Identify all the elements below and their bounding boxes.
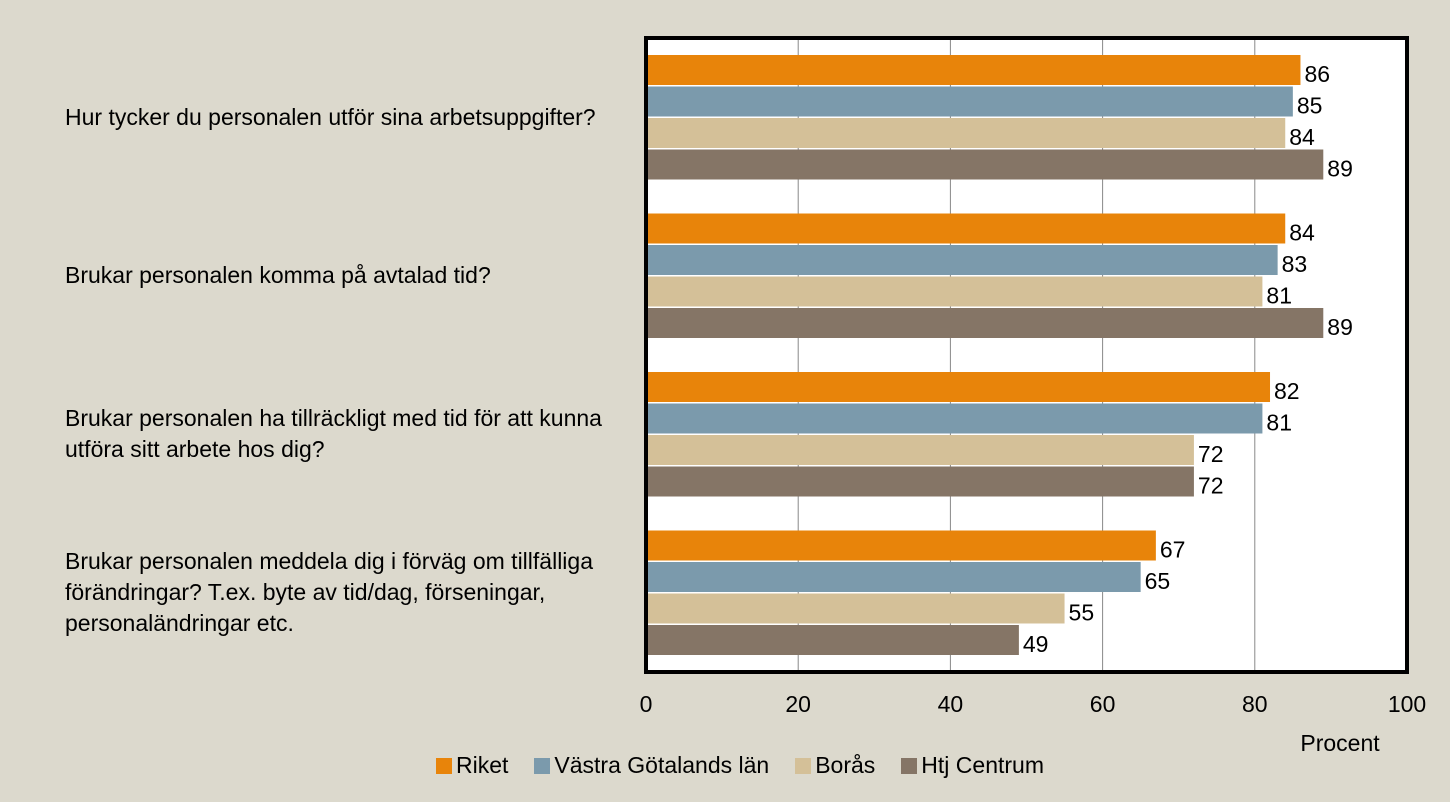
x-tick-label: 80: [1242, 691, 1268, 717]
value-label: 89: [1327, 156, 1353, 182]
category-label: Hur tycker du personalen utför sina arbe…: [65, 103, 596, 130]
bar: [646, 562, 1141, 592]
legend-item: Borås: [795, 752, 875, 779]
value-label: 72: [1198, 473, 1224, 499]
legend-item: Htj Centrum: [901, 752, 1044, 779]
bar: [646, 86, 1293, 117]
legend-swatch: [901, 757, 918, 774]
bar: [646, 149, 1324, 180]
bar: [646, 213, 1286, 244]
x-tick-label: 40: [938, 691, 964, 717]
value-label: 84: [1289, 220, 1315, 246]
legend-label: Borås: [815, 752, 876, 778]
legend-item: Västra Götalands län: [534, 752, 769, 779]
value-label: 49: [1023, 631, 1049, 657]
value-label: 84: [1289, 124, 1315, 150]
legend-swatch: [795, 757, 812, 774]
value-label: 65: [1145, 568, 1171, 594]
x-tick-label: 0: [640, 691, 653, 717]
category-label: Brukar personalen komma på avtalad tid?: [65, 262, 491, 289]
x-tick-label: 20: [785, 691, 811, 717]
legend-label: Riket: [456, 752, 509, 778]
bar: [646, 276, 1263, 307]
legend-item: Riket: [436, 752, 508, 779]
legend-swatch: [534, 757, 551, 774]
value-label: 89: [1327, 314, 1353, 340]
value-label: 55: [1069, 600, 1095, 626]
plot-border: [644, 36, 1409, 674]
value-label: 85: [1297, 93, 1323, 119]
value-label: 83: [1282, 251, 1308, 277]
legend-label: Htj Centrum: [921, 752, 1044, 778]
bar: [646, 530, 1156, 561]
x-tick-label: 100: [1388, 691, 1426, 717]
value-label: 82: [1274, 378, 1300, 404]
bar: [646, 593, 1065, 624]
legend: Riket Västra Götalands län Borås Htj Centru…: [0, 752, 1450, 779]
value-label: 67: [1160, 537, 1186, 563]
bar: [646, 55, 1301, 85]
bar: [646, 403, 1263, 434]
legend-label: Västra Götalands län: [554, 752, 770, 778]
x-tick-label: 60: [1090, 691, 1116, 717]
value-label: 86: [1304, 61, 1330, 87]
category-label: Brukar personalen ha tillräckligt med ti…: [65, 405, 602, 463]
category-label: Brukar personalen meddela dig i förväg o…: [65, 548, 594, 637]
x-axis-label: Procent: [1300, 730, 1380, 756]
value-label: 81: [1266, 410, 1292, 436]
bar: [646, 245, 1278, 275]
bar: [646, 435, 1194, 465]
bar: [646, 625, 1019, 655]
legend-swatch: [436, 757, 452, 774]
bar: [646, 308, 1324, 338]
bar: [646, 118, 1286, 148]
bar: [646, 372, 1271, 402]
bar: [646, 466, 1194, 497]
value-label: 81: [1266, 283, 1292, 309]
value-label: 72: [1198, 441, 1224, 467]
